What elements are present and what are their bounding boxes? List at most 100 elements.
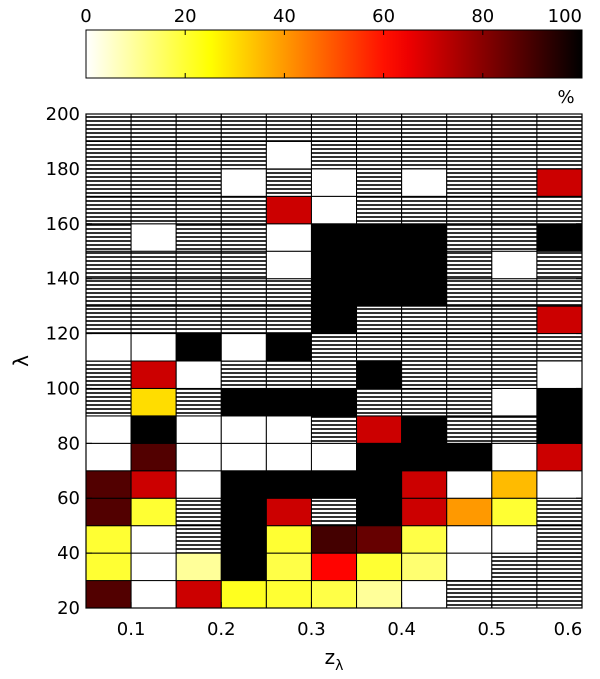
heatmap-cell-hatched [130,278,177,307]
heatmap-cell-hatched [401,113,448,142]
heatmap-cell-hatched [491,580,538,609]
heatmap-cell-hatched [85,195,132,225]
heatmap-cell-hatched [130,250,177,280]
heatmap-cell [265,470,312,499]
heatmap-cell [401,497,448,527]
heatmap-cell [310,470,358,499]
heatmap-cell [310,195,358,225]
heatmap-cell-hatched [536,278,583,307]
heatmap-cell [491,250,538,280]
heatmap-cell-hatched [536,497,583,527]
heatmap-cell-hatched [175,140,222,170]
heatmap-cell-hatched [220,305,267,335]
heatmap-cell-hatched [446,360,493,389]
heatmap-cell [536,168,583,197]
heatmap-cell [175,442,222,472]
heatmap-cell [175,470,222,499]
heatmap-cell-hatched [491,305,538,335]
heatmap-cell [265,497,312,527]
heatmap-cell-hatched [175,387,222,417]
y-tick-label: 120 [46,324,80,345]
heatmap-cell [265,333,312,362]
heatmap-cell-hatched [491,333,538,362]
heatmap-cell [401,415,448,444]
heatmap-cell [356,552,403,582]
heatmap-cell [356,580,403,609]
heatmap-cell [356,415,403,444]
heatmap-cells [85,113,583,609]
heatmap-cell [536,442,583,472]
heatmap-cell [310,305,358,335]
y-tick-label: 180 [46,159,80,180]
x-axis-label: zλ [325,645,344,674]
y-tick-label: 160 [46,214,80,235]
heatmap-cell-hatched [536,250,583,280]
heatmap-cell-hatched [220,223,267,252]
colorbar-tick-label: 80 [471,6,494,27]
heatmap-cell-hatched [536,525,583,554]
heatmap-cell-hatched [85,250,132,280]
heatmap-cell-hatched [536,113,583,142]
heatmap-cell [536,223,583,252]
heatmap-cell [220,525,267,554]
heatmap-cell [446,552,493,582]
heatmap-cell [85,442,132,472]
heatmap-cell [401,525,448,554]
heatmap-cell-hatched [401,305,448,335]
heatmap-cell-hatched [220,278,267,307]
heatmap-cell [310,250,358,280]
heatmap-cell [130,223,177,252]
heatmap-cell [85,552,132,582]
colorbar-tick-label: 0 [80,6,91,27]
heatmap-cell-hatched [356,333,403,362]
heatmap-cell [401,470,448,499]
heatmap-cell-hatched [175,250,222,280]
heatmap-cell-hatched [265,278,312,307]
heatmap-cell [130,525,177,554]
heatmap-cell [491,387,538,417]
heatmap-cell [130,580,177,609]
heatmap-cell [491,442,538,472]
heatmap-cell-hatched [85,140,132,170]
heatmap-cell-hatched [491,552,538,582]
heatmap-cell-hatched [265,113,312,142]
heatmap-cell [356,470,403,499]
heatmap-cell-hatched [446,250,493,280]
heatmap-cell [536,415,583,444]
heatmap-cell [536,360,583,389]
heatmap-cell [401,552,448,582]
heatmap-cell-hatched [536,580,583,609]
heatmap-cell [130,333,177,362]
heatmap-cell-hatched [220,250,267,280]
x-tick-label: 0.4 [387,619,416,640]
heatmap-cell-hatched [446,113,493,142]
heatmap-cell [220,497,267,527]
heatmap-cell [491,525,538,554]
heatmap-cell-hatched [536,333,583,362]
heatmap-cell-hatched [356,140,403,170]
colorbar: 0 20 40 60 80 100 % [80,6,583,108]
heatmap-cell-hatched [175,497,222,527]
heatmap-cell [130,360,177,389]
heatmap-cell-hatched [446,278,493,307]
heatmap-cell [175,415,222,444]
heatmap-cell [85,580,132,609]
heatmap-cell-hatched [130,113,177,142]
heatmap-cell [220,387,267,417]
heatmap-cell-hatched [356,195,403,225]
heatmap-cell [265,580,312,609]
heatmap-cell [220,168,267,197]
heatmap-cell [401,223,448,252]
heatmap-cell-hatched [265,305,312,335]
y-axis-ticks: 20 40 60 80 100 120 140 160 180 200 [46,104,582,619]
x-tick-label: 0.3 [297,619,326,640]
heatmap-cell [130,497,177,527]
heatmap-cell-hatched [356,113,403,142]
heatmap-cell-hatched [536,552,583,582]
heatmap-cell-hatched [356,305,403,335]
heatmap-cell-hatched [446,580,493,609]
heatmap-cell [356,223,403,252]
heatmap-cell-hatched [175,305,222,335]
heatmap-cell [220,470,267,499]
heatmap-cell [401,580,448,609]
